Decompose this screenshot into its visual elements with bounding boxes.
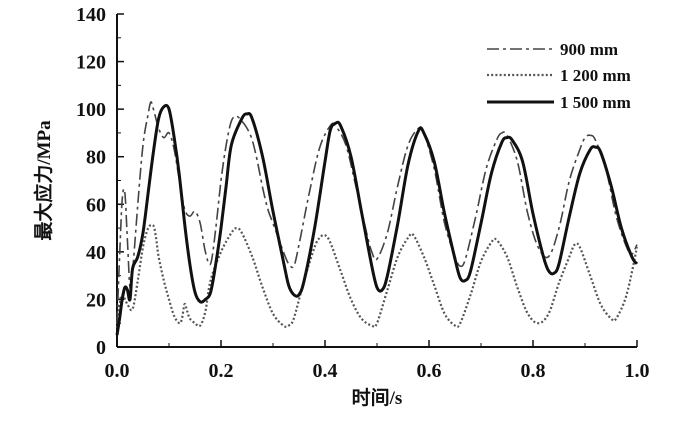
y-tick-label: 20 — [86, 289, 106, 311]
series-line-1-200-mm — [115, 223, 639, 329]
legend-label: 1 200 mm — [560, 66, 631, 85]
chart-axes: 0 20 40 60 80 100 120 140 0.0 0.2 0.4 0.6 0.8 1.0 — [76, 4, 650, 382]
chart-lines — [115, 101, 639, 336]
y-tick-label: 140 — [76, 4, 106, 26]
y-tick-label: 120 — [76, 52, 106, 74]
series-line-900-mm — [116, 101, 638, 324]
series-line-1-500-mm — [115, 103, 639, 336]
x-tick-label: 1.0 — [625, 360, 650, 382]
y-tick-label: 80 — [86, 147, 106, 169]
x-tick-label: 0.6 — [417, 360, 442, 382]
y-tick-label: 40 — [86, 242, 106, 264]
y-tick-label: 100 — [76, 99, 106, 121]
x-axis-title: 时间/s — [352, 387, 403, 409]
y-axis-title: 最大应力/MPa — [32, 120, 55, 241]
x-tick-label: 0.8 — [521, 360, 546, 382]
y-tick-label: 60 — [86, 194, 106, 216]
legend-label: 900 mm — [560, 40, 618, 59]
chart-legend: 900 mm 1 200 mm 1 500 mm — [487, 40, 631, 112]
x-tick-label: 0.0 — [105, 360, 130, 382]
y-tick-label: 0 — [96, 337, 106, 359]
x-tick-label: 0.4 — [313, 360, 338, 382]
legend-label: 1 500 mm — [560, 93, 631, 112]
x-tick-label: 0.2 — [209, 360, 234, 382]
